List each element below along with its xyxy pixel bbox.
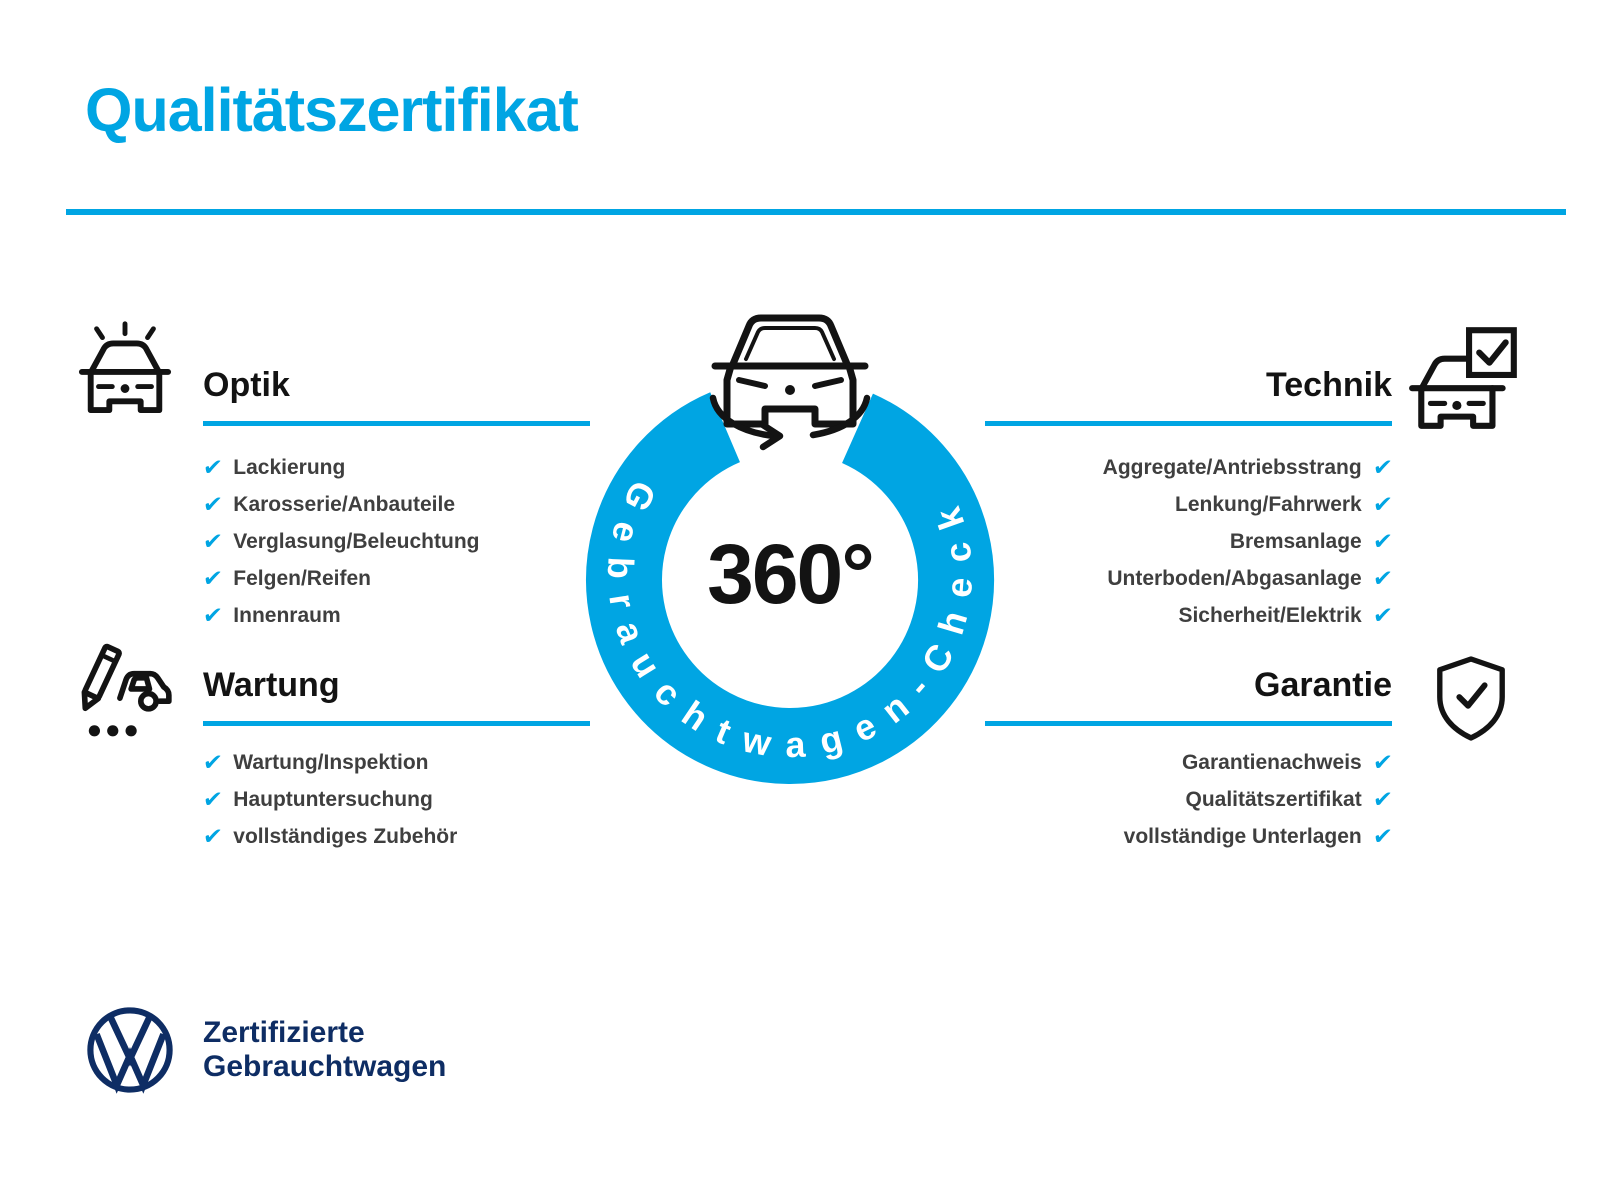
page-title: Qualitätszertifikat <box>85 76 579 144</box>
list-item: Qualitätszertifikat ✔ <box>1185 786 1394 812</box>
wartung-underline <box>203 721 590 726</box>
garantie-underline <box>985 721 1392 726</box>
title-divider <box>66 209 1566 215</box>
check-icon: ✔ <box>1371 749 1394 775</box>
check-icon: ✔ <box>201 528 224 554</box>
list-item: ✔ Karosserie/Anbauteile <box>201 491 456 517</box>
garantie-checklist: Garantienachweis ✔ Qualitätszertifikat ✔ v… <box>985 744 1394 855</box>
pencil-car-icon <box>81 643 172 737</box>
section-title-garantie: Garantie <box>1254 666 1392 704</box>
optik-checklist: ✔ Lackierung ✔ Karosserie/Anbauteile ✔ Verg… <box>201 449 623 634</box>
badge-360-check: Gebrauchtwagen-Check 360° <box>586 314 995 784</box>
check-icon: ✔ <box>201 565 224 591</box>
list-item: ✔ Innenraum <box>201 602 341 628</box>
wartung-checklist: ✔ Wartung/Inspektion ✔ Hauptuntersuchung ✔… <box>201 744 623 855</box>
list-item: Unterboden/Abgasanlage ✔ <box>1107 565 1394 591</box>
list-item: ✔ Hauptuntersuchung <box>201 786 433 812</box>
check-icon: ✔ <box>201 602 224 628</box>
list-item: Garantienachweis ✔ <box>1181 749 1394 775</box>
list-item: Aggregate/Antriebsstrang ✔ <box>1102 454 1394 480</box>
list-item: ✔ Wartung/Inspektion <box>201 749 429 775</box>
vw-logo <box>87 1007 173 1094</box>
brand-claim-line2: Gebrauchtwagen <box>203 1050 447 1083</box>
check-icon: ✔ <box>1371 565 1394 591</box>
check-icon: ✔ <box>201 491 224 517</box>
list-item: ✔ vollständiges Zubehör <box>201 823 458 849</box>
list-item: vollständige Unterlagen ✔ <box>1123 823 1394 849</box>
brand-claim-line1: Zertifizierte <box>203 1016 365 1049</box>
car-shine-icon <box>78 321 172 414</box>
section-title-optik: Optik <box>203 366 290 404</box>
check-icon: ✔ <box>201 749 224 775</box>
check-icon: ✔ <box>1371 454 1394 480</box>
section-title-technik: Technik <box>1266 366 1392 404</box>
list-item: Lenkung/Fahrwerk ✔ <box>1175 491 1394 517</box>
section-title-wartung: Wartung <box>203 666 340 704</box>
check-icon: ✔ <box>201 786 224 812</box>
car-360-rotation-icon <box>709 314 871 451</box>
technik-checklist: Aggregate/Antriebsstrang ✔ Lenkung/Fahrwe… <box>985 449 1394 634</box>
optik-underline <box>203 421 590 426</box>
check-icon: ✔ <box>1371 528 1394 554</box>
check-icon: ✔ <box>201 823 224 849</box>
list-item: ✔ Verglasung/Beleuchtung <box>201 528 480 554</box>
check-icon: ✔ <box>1371 491 1394 517</box>
check-icon: ✔ <box>1371 786 1394 812</box>
car-checkbox-icon <box>1409 327 1517 429</box>
list-item: ✔ Felgen/Reifen <box>201 565 371 591</box>
brand-claim: Zertifizierte Gebrauchtwagen <box>203 1016 446 1084</box>
list-item: Bremsanlage ✔ <box>1229 528 1394 554</box>
check-icon: ✔ <box>1371 602 1394 628</box>
shield-check-icon <box>1437 656 1505 741</box>
technik-underline <box>985 421 1392 426</box>
check-icon: ✔ <box>1371 823 1394 849</box>
check-icon: ✔ <box>201 454 224 480</box>
list-item: Sicherheit/Elektrik ✔ <box>1178 602 1394 628</box>
list-item: ✔ Lackierung <box>201 454 346 480</box>
degrees-label: 360° <box>707 527 873 621</box>
